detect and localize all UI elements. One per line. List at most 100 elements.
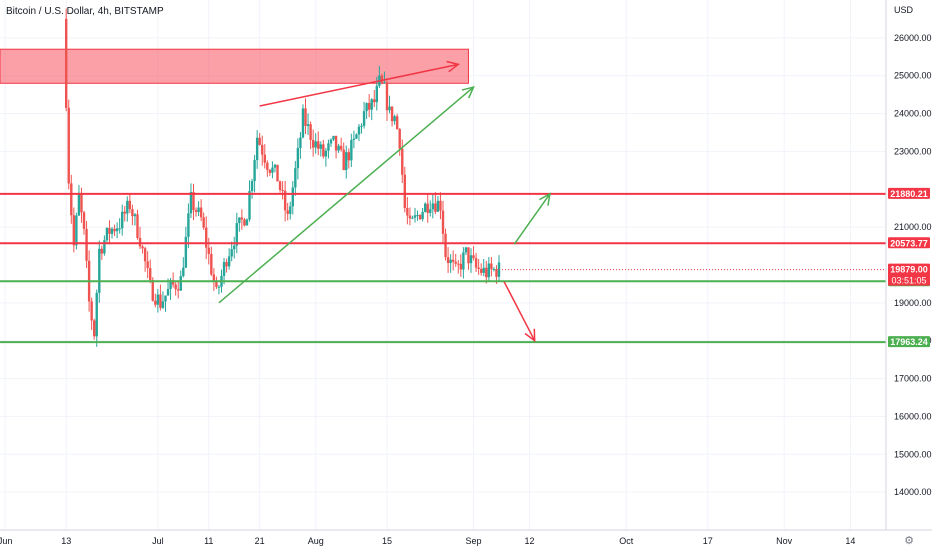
- candle-body: [281, 189, 284, 191]
- candle: [446, 247, 450, 273]
- candle: [182, 257, 185, 278]
- candle: [212, 268, 216, 291]
- candle: [431, 193, 435, 219]
- candle: [98, 240, 101, 303]
- candle: [261, 135, 264, 166]
- level-price-tag-bg: [888, 187, 930, 199]
- candle: [192, 183, 195, 221]
- candle-body: [342, 149, 345, 171]
- candle: [334, 135, 338, 159]
- settings-gear-icon[interactable]: ⚙: [904, 535, 914, 547]
- candle: [128, 194, 132, 214]
- candle: [278, 180, 282, 193]
- candle-body: [357, 126, 361, 135]
- time-tick-label: Sep: [466, 536, 482, 546]
- candle: [161, 291, 165, 310]
- candle-body: [113, 228, 116, 232]
- candle-body: [222, 262, 226, 276]
- candle: [235, 212, 238, 254]
- candle: [105, 227, 109, 245]
- candle: [296, 138, 300, 180]
- candle: [398, 128, 401, 156]
- time-tick-label: 15: [382, 536, 392, 546]
- candle-body: [197, 207, 200, 213]
- candle-body: [187, 213, 190, 237]
- candle: [327, 139, 330, 159]
- candle-body: [169, 280, 172, 289]
- candle: [189, 183, 193, 219]
- candle: [90, 297, 93, 330]
- candle: [174, 282, 177, 296]
- candle-body: [401, 148, 404, 175]
- candle-body: [278, 181, 282, 190]
- candle: [138, 226, 142, 249]
- candle-body: [253, 160, 256, 182]
- candle-body: [182, 267, 185, 277]
- candle-body: [225, 262, 228, 267]
- candle-body: [248, 191, 251, 220]
- candle: [227, 248, 231, 270]
- candle: [403, 166, 407, 213]
- candle-body: [373, 99, 376, 103]
- candle-body: [472, 255, 475, 259]
- candle-body: [100, 248, 104, 254]
- level-price-tag-value: 21880.21: [890, 189, 928, 199]
- candle-body: [138, 237, 142, 247]
- candle-body: [136, 214, 139, 238]
- chart-title: Bitcoin / U.S. Dollar, 4h, BITSTAMP: [6, 6, 164, 17]
- candle-body: [189, 192, 193, 214]
- candle: [309, 121, 312, 150]
- candle: [418, 214, 422, 221]
- candle-body: [360, 125, 363, 127]
- candle-body: [413, 215, 417, 218]
- candle-body: [490, 263, 493, 270]
- candle-body: [459, 263, 463, 270]
- candle-body: [398, 129, 401, 149]
- candle-body: [70, 183, 73, 216]
- level-price-tag: 21880.21: [888, 187, 930, 199]
- candle-body: [329, 139, 333, 144]
- candle: [286, 202, 289, 221]
- candle-body: [110, 228, 114, 234]
- candle-body: [393, 116, 396, 122]
- candle: [479, 263, 483, 276]
- candle-body: [383, 82, 386, 84]
- candle: [72, 207, 76, 253]
- resistance-zone: [0, 48, 469, 84]
- price-tick-label: 26000.00: [894, 33, 932, 43]
- candle-body: [345, 152, 348, 171]
- candle-body: [469, 255, 473, 264]
- candle: [497, 255, 501, 282]
- candle-body: [235, 223, 238, 246]
- candle: [230, 241, 233, 262]
- candle: [441, 200, 445, 244]
- candle: [434, 192, 437, 215]
- candle-body: [266, 162, 269, 170]
- candle-body: [495, 268, 498, 277]
- candle: [337, 143, 340, 153]
- candle: [194, 207, 198, 217]
- candle: [253, 154, 256, 193]
- candle: [202, 212, 205, 230]
- time-tick-label: Jul: [152, 536, 164, 546]
- candle: [319, 141, 322, 157]
- level-price-tag-bg: [888, 237, 930, 249]
- candle: [306, 113, 310, 135]
- candle: [482, 259, 485, 277]
- rising-support: [218, 85, 475, 304]
- bearish-projection: [503, 281, 536, 343]
- candle: [225, 258, 228, 273]
- candle-body: [291, 187, 294, 207]
- candle-body: [171, 280, 175, 285]
- candle-body: [286, 210, 289, 214]
- candle: [291, 181, 294, 215]
- price-tick-label: 24000.00: [894, 109, 932, 119]
- rising-support-shaft: [218, 86, 475, 304]
- candle: [487, 257, 491, 281]
- candle-body: [370, 99, 373, 110]
- candle-body: [118, 228, 121, 230]
- candle: [350, 133, 353, 168]
- candle: [485, 260, 488, 284]
